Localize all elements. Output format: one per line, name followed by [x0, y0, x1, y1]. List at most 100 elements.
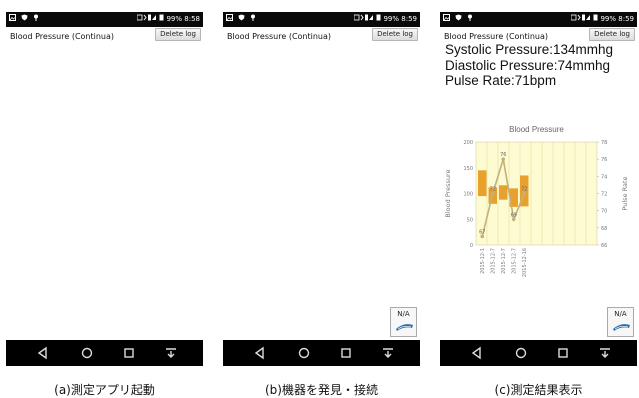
x-tick-label: 2015-12-7	[511, 248, 517, 274]
x-tick-label: 2015-12-1	[480, 248, 486, 274]
battery-percent: 99%	[600, 15, 617, 23]
status-right: 99% 8:59	[353, 12, 417, 27]
battery-icon	[159, 14, 164, 21]
menu-icon	[166, 348, 176, 358]
battery-icon	[376, 14, 381, 21]
status-bar: 99% 8:59	[440, 12, 637, 27]
y2-tick-label: 76	[601, 157, 607, 163]
clock: 8:58	[184, 15, 200, 23]
navigation-bar	[440, 340, 637, 366]
battery-percent: 99%	[383, 15, 400, 23]
signal-icon	[136, 14, 156, 21]
home-icon	[515, 347, 527, 359]
y-tick-label: 200	[463, 140, 473, 146]
menu-button[interactable]	[156, 340, 186, 366]
blood-pressure-chart: Blood Pressure 0 50 100 150 200 66 68 70 72 74 76 78…	[444, 125, 629, 277]
menu-button[interactable]	[590, 340, 620, 366]
pulse-point	[480, 234, 485, 239]
delete-log-button[interactable]: Delete log	[155, 28, 201, 41]
app-bar: Blood Pressure (Continua) Delete log	[6, 27, 203, 51]
y-tick-label: 0	[470, 243, 473, 249]
image-icon	[226, 14, 233, 21]
device-button[interactable]: N/A	[390, 307, 417, 337]
home-icon	[298, 347, 310, 359]
status-left-icons	[9, 12, 39, 27]
battery-percent: 99%	[166, 15, 183, 23]
status-left-icons	[226, 12, 256, 27]
bp-bar	[509, 188, 518, 207]
recents-button[interactable]	[114, 340, 144, 366]
y2-axis-label: Pulse Rate	[621, 176, 629, 210]
y-tick-label: 150	[463, 166, 473, 172]
status-bar: 99% 8:58	[6, 12, 203, 27]
back-icon	[37, 346, 47, 360]
back-button[interactable]	[28, 340, 58, 366]
battery-icon	[593, 14, 598, 21]
app-bar: Blood Pressure (Continua) Delete log	[223, 27, 420, 51]
caption-a: (a)測定アプリ起動	[54, 383, 155, 397]
y-tick-label: 100	[463, 192, 473, 198]
y2-tick-label: 78	[601, 140, 607, 146]
x-tick-label: 2015-12-7	[501, 248, 507, 274]
app-title: Blood Pressure (Continua)	[227, 32, 332, 41]
diastolic-reading: Diastolic Pressure:74mmhg	[445, 57, 611, 73]
pulse-point	[522, 191, 527, 196]
home-icon	[81, 347, 93, 359]
menu-button[interactable]	[373, 340, 403, 366]
back-icon	[471, 346, 481, 360]
measurement-readings: Systolic Pressure:134mmhg Diastolic Pres…	[445, 42, 613, 89]
y-axis-label: Blood Pressure	[444, 169, 452, 217]
recents-button[interactable]	[548, 340, 578, 366]
shield-icon	[455, 14, 462, 21]
pin-icon	[251, 14, 256, 21]
bp-bar	[499, 185, 508, 200]
status-bar: 99% 8:59	[223, 12, 420, 27]
pulse-data-label: 72	[521, 187, 527, 193]
blood-pressure-cuff-icon	[396, 324, 413, 331]
device-button[interactable]: N/A	[607, 307, 634, 337]
app-bar: Blood Pressure (Continua) Delete log	[440, 27, 637, 51]
pulse-data-label: 72	[490, 187, 496, 193]
phone-screen-b: 99% 8:59 Blood Pressure (Continua) Delet…	[223, 12, 420, 366]
status-left-icons	[443, 12, 473, 27]
back-button[interactable]	[462, 340, 492, 366]
status-right: 99% 8:58	[136, 12, 200, 27]
pulse-point	[501, 157, 506, 161]
chart-title: Blood Pressure	[509, 125, 564, 134]
systolic-reading: Systolic Pressure:134mmhg	[445, 42, 614, 57]
bp-bar	[520, 175, 529, 207]
device-status-label: N/A	[397, 310, 410, 318]
recents-icon	[558, 348, 568, 358]
pulse-data-label: 76	[500, 152, 506, 158]
recents-button[interactable]	[331, 340, 361, 366]
phone-screen-a: 99% 8:58 Blood Pressure (Continua) Delet…	[6, 12, 203, 366]
home-button[interactable]	[506, 340, 536, 366]
pin-icon	[468, 14, 473, 21]
y2-tick-label: 68	[601, 226, 607, 232]
y2-tick-label: 74	[601, 174, 607, 180]
y2-tick-label: 72	[601, 192, 607, 198]
navigation-bar	[6, 340, 203, 366]
pin-icon	[34, 14, 39, 21]
y2-tick-label: 70	[601, 209, 607, 215]
delete-log-button[interactable]: Delete log	[372, 28, 418, 41]
back-button[interactable]	[245, 340, 275, 366]
x-tick-label: 2015-12-7	[490, 248, 496, 274]
pulse-data-label: 69	[511, 212, 517, 218]
y2-tick-label: 66	[601, 243, 607, 249]
shield-icon	[21, 14, 28, 21]
delete-log-button[interactable]: Delete log	[589, 28, 635, 41]
recents-icon	[124, 348, 134, 358]
pulse-point	[511, 217, 516, 222]
device-status-label: N/A	[614, 310, 627, 318]
blood-pressure-cuff-icon	[613, 324, 630, 331]
clock: 8:59	[618, 15, 634, 23]
home-button[interactable]	[289, 340, 319, 366]
shield-icon	[238, 14, 245, 21]
y-tick-label: 50	[467, 217, 473, 223]
pulse-reading: Pulse Rate:71bpm	[445, 73, 557, 88]
home-button[interactable]	[72, 340, 102, 366]
app-title: Blood Pressure (Continua)	[10, 32, 115, 41]
phone-screen-c: 99% 8:59 Blood Pressure (Continua) Delet…	[440, 12, 637, 366]
